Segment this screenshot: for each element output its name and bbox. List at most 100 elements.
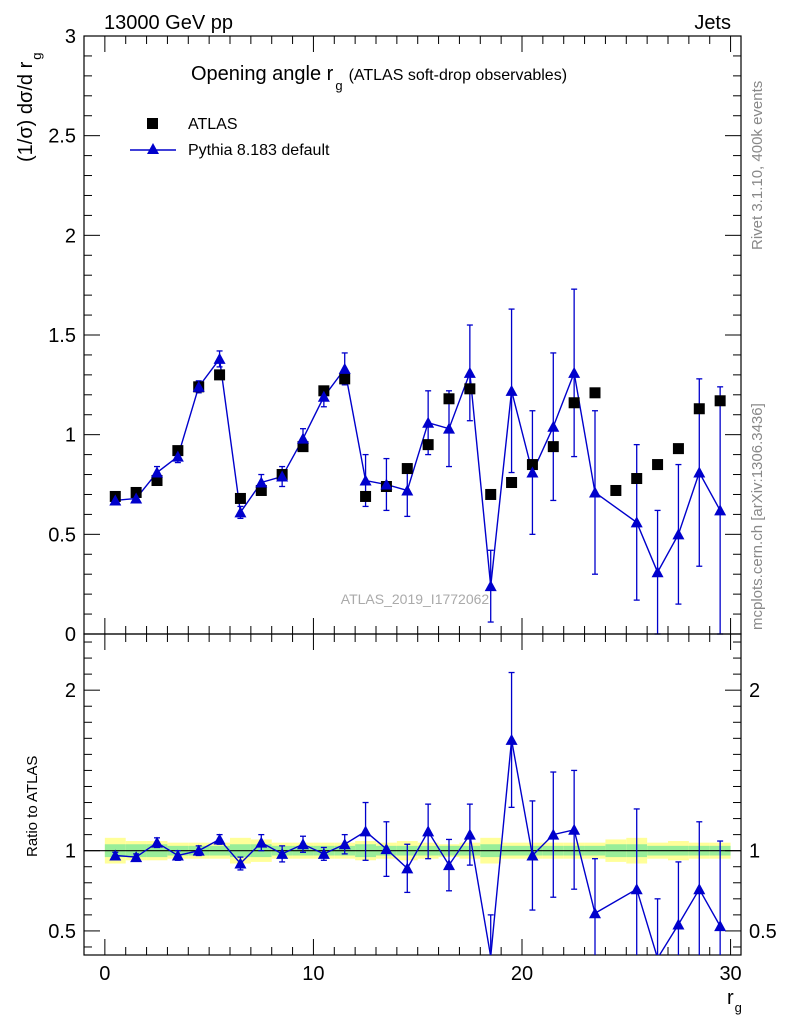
ratio-data-point: [171, 849, 184, 861]
ratio-data-point: [359, 825, 372, 837]
atlas-data-point: [485, 488, 497, 500]
y-tick-label: 1: [65, 425, 76, 447]
atlas-data-point: [693, 403, 705, 415]
atlas-data-point: [672, 443, 684, 455]
ratio-data-point: [505, 733, 518, 745]
legend-data-label: ATLAS: [188, 116, 238, 133]
mc-data-point: [317, 390, 330, 402]
mc-data-point: [276, 470, 289, 482]
atlas-data-point: [339, 373, 351, 385]
analysis-watermark: ATLAS_2019_I1772062: [341, 591, 490, 607]
mc-data-point: [151, 466, 163, 478]
ratio-panel: 0.5 0.5 1 1 2 2 0 10 20 30 Ratio to ATLAS rg: [24, 633, 777, 1015]
mcplots-site-label: mcplots.cern.ch [arXiv:1306.3436]: [749, 403, 766, 630]
x-axis-label: rg: [727, 987, 742, 1015]
chart-title: Opening angle rg(ATLAS soft-drop observa…: [191, 63, 567, 93]
mc-data-point: [589, 486, 601, 498]
atlas-data-point: [297, 441, 309, 453]
mc-data-point: [359, 474, 372, 486]
ratio-y-tick-label-right: 1: [749, 841, 760, 863]
atlas-data-point: [255, 484, 267, 496]
legend-mc-label: Pythia 8.183 default: [188, 142, 330, 159]
ratio-series-group: [109, 671, 727, 955]
ratio-data-point: [443, 859, 455, 871]
mc-data-point: [630, 516, 643, 528]
atlas-data-point: [214, 369, 226, 381]
ratio-data-point: [151, 836, 163, 848]
mc-data-point: [714, 504, 727, 516]
mc-data-point: [547, 420, 560, 432]
ratio-data-point: [297, 838, 309, 850]
mc-data-point: [255, 476, 268, 488]
atlas-data-point: [464, 383, 476, 395]
ratio-data-point: [568, 823, 581, 835]
atlas-data-point: [631, 473, 643, 485]
atlas-data-point: [652, 459, 664, 471]
x-tick-label: 0: [99, 963, 110, 985]
y-tick-label: 1.5: [48, 325, 76, 347]
mc-data-point: [422, 416, 435, 428]
atlas-data-point: [360, 490, 372, 502]
mc-data-point: [484, 580, 497, 592]
atlas-data-point: [506, 477, 518, 489]
x-tick-label: 10: [302, 963, 324, 985]
ratio-data-point: [463, 828, 476, 840]
mc-data-point: [526, 466, 539, 478]
ratio-y-tick-label-right: 2: [749, 680, 760, 702]
mc-data-point: [693, 466, 706, 478]
ratio-panel-frame: [83, 633, 742, 956]
y-tick-label: 2: [65, 225, 76, 247]
mc-data-point: [109, 494, 122, 506]
atlas-data-point: [526, 459, 538, 471]
legend-mc-marker: [147, 143, 159, 154]
mc-data-point: [234, 506, 247, 518]
main-panel: 0 0.5 1 1.5 2 2.5 3 Opening angle rg(ATLAS sof…: [15, 26, 742, 646]
mc-data-point: [297, 432, 309, 444]
ratio-data-point: [422, 825, 435, 837]
main-y-axis-label: (1/σ) dσ/d rg: [15, 53, 44, 163]
y-tick-label: 2.5: [48, 126, 76, 148]
ratio-data-point: [276, 847, 289, 859]
ratio-data-point: [693, 883, 706, 895]
atlas-data-point: [151, 475, 163, 487]
energy-label: 13000 GeV pp: [104, 12, 233, 34]
ratio-data-point: [672, 918, 685, 930]
legend: ATLAS Pythia 8.183 default: [130, 116, 330, 159]
ratio-y-tick-label-right: 0.5: [749, 921, 777, 943]
atlas-data-point: [714, 395, 726, 407]
mc-series-line: [115, 357, 721, 587]
mc-data-point: [568, 366, 581, 378]
ratio-y-tick-label: 1: [65, 841, 76, 863]
atlas-data-point: [443, 393, 455, 405]
ratio-data-point: [130, 851, 143, 863]
ratio-data-point: [192, 844, 205, 856]
mc-data-point: [192, 380, 205, 392]
atlas-data-point: [547, 441, 559, 453]
ratio-data-point: [630, 883, 643, 895]
y-tick-label: 3: [65, 26, 76, 48]
atlas-data-point: [401, 463, 413, 475]
mc-data-point: [380, 478, 393, 490]
legend-data-marker: [147, 118, 158, 129]
process-label: Jets: [694, 12, 731, 34]
y-tick-label: 0.5: [48, 524, 76, 546]
x-tick-label: 30: [719, 963, 741, 985]
mc-data-point: [130, 492, 143, 504]
ratio-data-point: [526, 849, 539, 861]
ratio-y-tick-label: 0.5: [48, 921, 76, 943]
mc-data-point: [505, 384, 518, 396]
ratio-data-point: [213, 833, 226, 845]
ratio-data-point: [714, 920, 727, 932]
atlas-data-point: [610, 484, 622, 496]
mc-data-point: [651, 566, 664, 578]
ratio-data-point: [547, 828, 560, 840]
ratio-y-tick-label: 2: [65, 680, 76, 702]
mc-data-point: [672, 528, 685, 540]
atlas-data-point: [422, 439, 434, 451]
ratio-data-point: [317, 847, 330, 859]
ratio-data-point: [589, 907, 601, 919]
atlas-data-point: [568, 397, 580, 409]
ratio-data-point: [255, 836, 268, 848]
rivet-version-label: Rivet 3.1.10, 400k events: [749, 81, 766, 250]
